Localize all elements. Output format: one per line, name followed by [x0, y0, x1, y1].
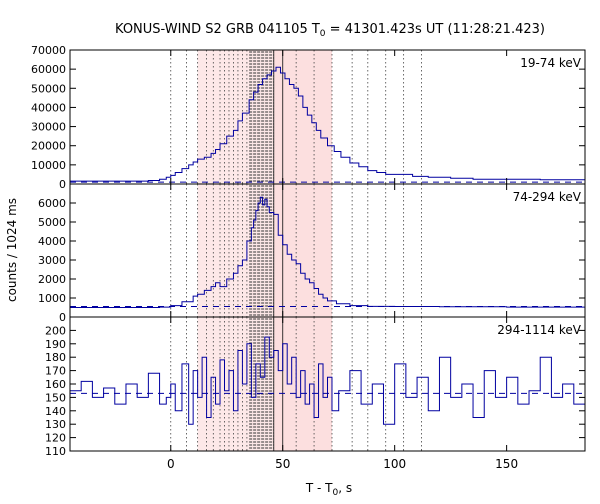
- y-tick-label: 6000: [38, 197, 66, 210]
- y-tick-label: 170: [45, 365, 66, 378]
- x-tick-label: 100: [383, 457, 406, 471]
- series-line: [70, 196, 586, 308]
- y-tick-label: 60000: [31, 63, 66, 76]
- y-tick-label: 40000: [31, 101, 66, 114]
- y-tick-label: 70000: [31, 44, 66, 57]
- panel-label: 294-1114 keV: [497, 323, 581, 337]
- y-tick-label: 160: [45, 378, 66, 391]
- y-tick-label: 2000: [38, 273, 66, 286]
- panel-2: 0 1000 2000 3000 4000 5000 6000 74-294 keV: [38, 183, 586, 324]
- x-tick-label: 150: [495, 457, 518, 471]
- y-tick-label: 5000: [38, 216, 66, 229]
- y-tick-label: 180: [45, 351, 66, 364]
- y-tick-label: 120: [45, 432, 66, 445]
- x-tick-label: 50: [275, 457, 290, 471]
- plot-layer: 01000020000300004000050000600007000019-7…: [31, 44, 586, 471]
- y-tick-label: 200: [45, 324, 66, 337]
- y-tick-label: 1000: [38, 292, 66, 305]
- y-tick-label: 50000: [31, 82, 66, 95]
- shaded-interval: [273, 317, 332, 451]
- series-line: [70, 66, 586, 182]
- x-axis-label: T - T0, s: [305, 481, 352, 498]
- panel-1: 0 10000 20000 30000 40000 50000 60000 70000 19-7…: [31, 44, 586, 191]
- panel-label: 19-74 keV: [520, 56, 582, 70]
- y-tick-label: 150: [45, 391, 66, 404]
- shaded-interval: [273, 50, 332, 184]
- y-axis-label: counts / 1024 ms: [5, 198, 19, 302]
- x-tick-label: 0: [167, 457, 175, 471]
- y-tick-label: 140: [45, 405, 66, 418]
- y-tick-label: 4000: [38, 235, 66, 248]
- series-line: [70, 336, 586, 425]
- panel-label: 74-294 keV: [513, 190, 582, 204]
- y-tick-label: 190: [45, 338, 66, 351]
- y-tick-label: 130: [45, 418, 66, 431]
- y-tick-label: 110: [45, 445, 66, 458]
- shaded-interval: [273, 184, 332, 317]
- y-tick-label: 20000: [31, 140, 66, 153]
- y-tick-label: 10000: [31, 159, 66, 172]
- y-tick-label: 0: [59, 311, 66, 324]
- y-tick-label: 0: [59, 178, 66, 191]
- y-tick-label: 3000: [38, 254, 66, 267]
- chart-title: KONUS-WIND S2 GRB 041105 T0 = 41301.423s…: [115, 22, 545, 39]
- y-tick-label: 30000: [31, 121, 66, 134]
